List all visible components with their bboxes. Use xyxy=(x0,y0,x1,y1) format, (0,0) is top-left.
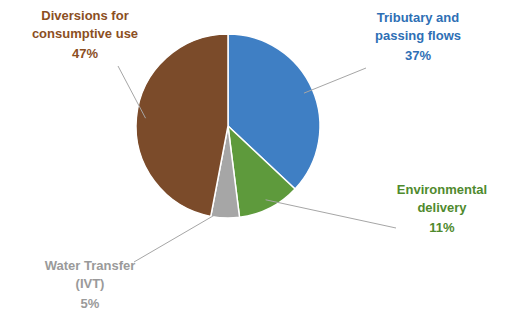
data-label: 5% xyxy=(81,296,100,311)
labels: Tributary and passing flows 37% Environment… xyxy=(32,8,487,311)
pie-chart: Tributary and passing flows 37% Environment… xyxy=(0,0,508,322)
leader-line xyxy=(304,68,366,93)
data-label: 11% xyxy=(429,220,455,235)
slices xyxy=(136,34,320,218)
slice-name-line: Environmental xyxy=(397,182,487,197)
slice-name-line: Water Transfer xyxy=(45,258,136,273)
pie-slice xyxy=(136,34,228,216)
slice-name-line: (IVT) xyxy=(76,276,105,291)
leader-lines xyxy=(118,66,396,262)
data-label: 37% xyxy=(405,48,431,63)
slice-name-line: delivery xyxy=(417,200,467,215)
leader-line xyxy=(118,66,146,118)
slice-name-line: consumptive use xyxy=(32,26,138,41)
slice-name-line: passing flows xyxy=(375,28,461,43)
slice-name: Environmental delivery xyxy=(397,182,487,215)
slice-name-line: Tributary and xyxy=(377,10,459,25)
slice-name: Tributary and passing flows xyxy=(375,10,461,43)
slice-name: Water Transfer (IVT) xyxy=(45,258,136,291)
slice-name: Diversions for consumptive use xyxy=(32,8,138,41)
leader-line xyxy=(266,200,396,228)
slice-name-line: Diversions for xyxy=(41,8,128,23)
leader-line xyxy=(134,209,225,262)
chart-container: Tributary and passing flows 37% Environment… xyxy=(0,0,508,322)
data-label: 47% xyxy=(72,46,98,61)
